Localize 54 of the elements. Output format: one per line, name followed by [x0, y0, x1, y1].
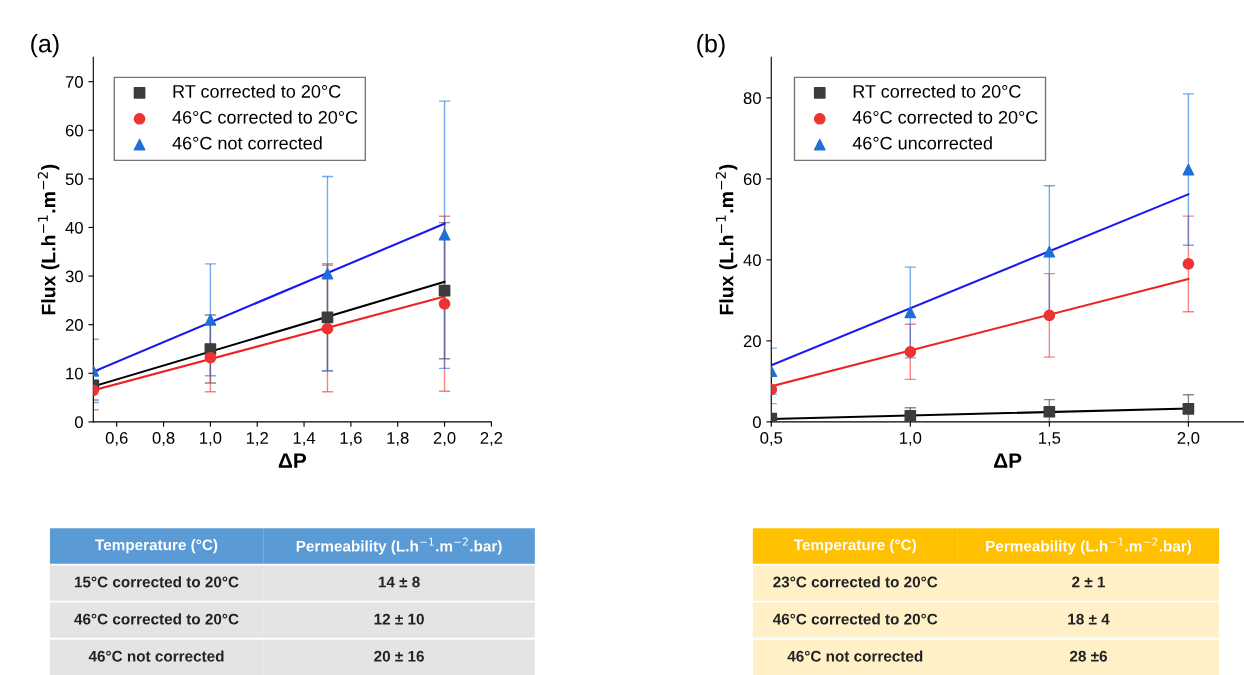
x-tick-label: 2,0: [1177, 432, 1200, 446]
text: Permeability (L.h$^{−1}$.m$^{−2}$.bar): [986, 537, 1192, 555]
x-tick-label: 1,6: [340, 432, 362, 446]
x-axis-title: ΔP: [994, 453, 1022, 468]
x-tick-label: 1,8: [387, 432, 409, 446]
text: Permeability (L.h$^{−1}$.m$^{−2}$.bar): [296, 537, 502, 555]
text: Temperature (°C): [793, 539, 916, 554]
y-tick-label: 20: [743, 335, 761, 348]
chart-title: (a): [31, 34, 59, 58]
x-tick-label: 0,5: [760, 432, 783, 446]
y-tick-label: 50: [65, 173, 83, 186]
text: Temperature (°C): [95, 539, 218, 554]
y-tick-label: 0: [74, 416, 83, 429]
y-tick-label: 30: [65, 270, 83, 283]
legend-label: 46°C not corrected: [172, 136, 322, 150]
text: 14 ± 8: [378, 576, 420, 588]
text: 46°C not corrected: [787, 650, 923, 662]
legend-label: RT corrected to 20°C: [173, 84, 341, 98]
x-tick-label: 1,0: [200, 432, 222, 446]
x-tick-label: 1,4: [293, 432, 316, 446]
x-tick-label: 0,8: [152, 432, 175, 446]
text: 2 ± 1: [1072, 576, 1106, 588]
text: 28 ±6: [1069, 650, 1108, 662]
text: 46°C corrected to 20°C: [74, 613, 239, 625]
x-tick-label: 2,0: [433, 432, 456, 446]
y-axis-title: Flux (L.h$^{−1}$.m$^{−2}$): [37, 164, 60, 315]
y-tick-label: 80: [743, 92, 761, 105]
text: 15°C corrected to 20°C: [74, 576, 239, 588]
x-tick-label: 1,0: [900, 432, 922, 446]
text: 46°C corrected to 20°C: [772, 613, 938, 625]
legend-label: RT corrected to 20°C: [853, 84, 1021, 98]
y-tick-label: 70: [65, 76, 83, 88]
legend-label: 46°C corrected to 20°C: [852, 110, 1038, 124]
y-tick-label: 0: [752, 416, 761, 429]
text: 18 ± 4: [1068, 613, 1110, 625]
y-axis-title: Flux (L.h$^{−1}$.m$^{−2}$): [715, 164, 738, 315]
chart-title: (b): [697, 34, 725, 58]
legend-label: 46°C uncorrected: [852, 136, 992, 150]
x-tick-label: 1,5: [1039, 432, 1061, 446]
text: 12 ± 10: [374, 613, 424, 625]
x-tick-label: 0,6: [105, 432, 128, 446]
y-tick-label: 60: [65, 124, 83, 137]
text: 46°C not corrected: [88, 650, 224, 662]
y-tick-label: 20: [65, 319, 83, 331]
x-tick-label: 2,2: [480, 432, 503, 446]
y-tick-label: 40: [743, 254, 761, 267]
text: 23°C corrected to 20°C: [773, 576, 938, 588]
y-tick-label: 40: [65, 221, 83, 234]
x-axis-title: ΔP: [278, 453, 307, 468]
legend-label: 46°C corrected to 20°C: [172, 110, 358, 124]
y-tick-label: 10: [66, 367, 83, 380]
text: 20 ± 16: [374, 650, 424, 662]
x-tick-label: 1,2: [246, 432, 268, 446]
y-tick-label: 60: [743, 173, 761, 186]
